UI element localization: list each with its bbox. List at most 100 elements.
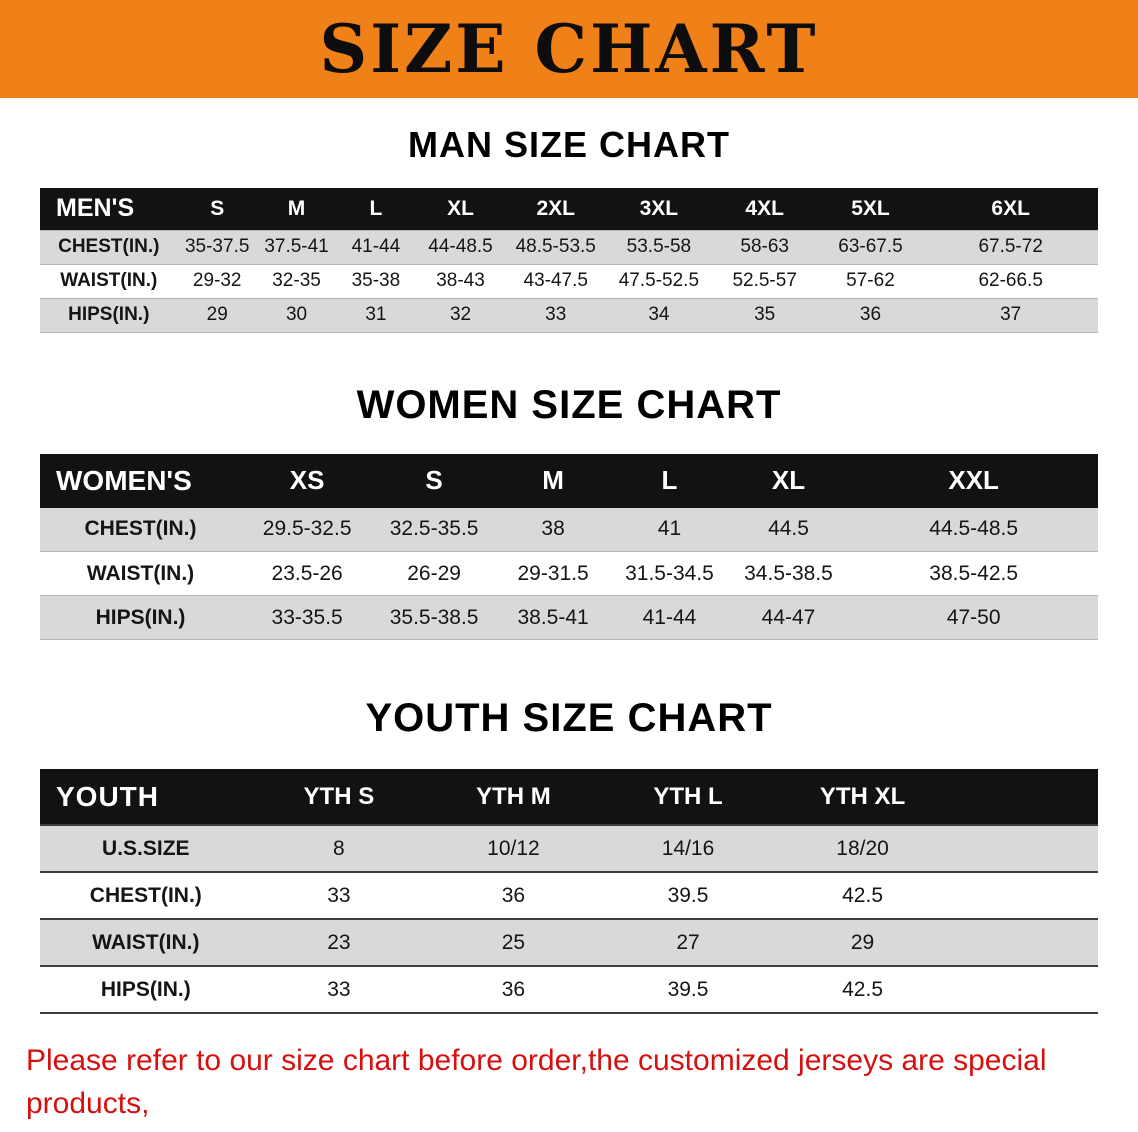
- men-header-size: 5XL: [817, 188, 924, 230]
- size-value-cell: 63-67.5: [838, 236, 903, 257]
- size-value-cell: 34.5-38.5: [744, 561, 833, 585]
- row-label: HIPS(IN.): [95, 605, 186, 629]
- size-value-cell: 34: [648, 304, 670, 325]
- size-value-cell: 44.5-48.5: [929, 517, 1019, 541]
- youth-header-row: YOUTH YTH S YTH M YTH L YTH XL: [40, 769, 1098, 825]
- men-header-size: S: [177, 188, 257, 230]
- women-section-title: WOMEN SIZE CHART: [356, 382, 782, 427]
- table-row: WAIST(IN.) 29-32 32-35 35-38 38-43 43-47…: [40, 264, 1098, 298]
- table-row: HIPS(IN.) 33-35.5 35.5-38.5 38.5-41 41-4…: [40, 595, 1098, 640]
- size-value-cell: 29-32: [192, 270, 242, 291]
- women-section: WOMEN SIZE CHART WOMEN'S XS S M L XL XXL: [0, 383, 1138, 641]
- table-row: CHEST(IN.) 33 36 39.5 42.5: [40, 872, 1098, 919]
- size-value-cell: 38: [541, 517, 565, 541]
- row-label: CHEST(IN.): [84, 517, 197, 541]
- men-header-label: MEN'S: [40, 188, 178, 230]
- size-value-cell: 58-63: [740, 236, 789, 257]
- youth-section: YOUTH SIZE CHART YOUTH YTH S YTH M YTH L…: [0, 696, 1138, 1014]
- row-label: WAIST(IN.): [92, 930, 200, 954]
- row-label: HIPS(IN.): [68, 304, 150, 325]
- men-header-size: 4XL: [711, 188, 818, 230]
- women-header-size: XXL: [849, 453, 1098, 508]
- size-value-cell: 42.5: [842, 883, 883, 907]
- size-value-cell: 36: [859, 304, 882, 325]
- size-value-cell: 29.5-32.5: [262, 517, 352, 541]
- size-value-cell: 38.5-41: [517, 605, 589, 629]
- size-value-cell: 23.5-26: [271, 561, 343, 585]
- size-value-cell: 29: [850, 930, 875, 954]
- women-header-size: XS: [241, 453, 374, 508]
- size-value-cell: 10/12: [487, 836, 540, 860]
- table-row: U.S.SIZE 8 10/12 14/16 18/20: [40, 825, 1098, 872]
- size-value-cell: 29: [206, 304, 228, 325]
- size-value-cell: 33: [327, 883, 351, 907]
- size-value-cell: 47-50: [946, 605, 1001, 629]
- men-header-size: 6XL: [923, 188, 1098, 230]
- size-value-cell: 25: [501, 930, 526, 954]
- women-header-row: WOMEN'S XS S M L XL XXL: [40, 453, 1098, 508]
- men-header-size: 2XL: [505, 188, 606, 230]
- women-size-table: WOMEN'S XS S M L XL XXL CHEST(IN.) 29.5-…: [40, 453, 1098, 641]
- size-value-cell: 31.5-34.5: [625, 561, 714, 585]
- size-value-cell: 35-38: [351, 270, 401, 291]
- spacer-cell: [950, 966, 1098, 1013]
- men-header-row: MEN'S S M L XL 2XL 3XL 4XL 5XL 6XL: [40, 188, 1098, 230]
- size-value-cell: 29-31.5: [517, 561, 589, 585]
- size-value-cell: 36: [501, 977, 526, 1001]
- spacer-cell: [949, 769, 1098, 825]
- men-header-size: M: [256, 188, 337, 230]
- men-size-table: MEN'S S M L XL 2XL 3XL 4XL 5XL 6XL CHEST…: [40, 188, 1098, 333]
- size-value-cell: 37: [1000, 304, 1022, 325]
- size-value-cell: 41-44: [351, 236, 401, 257]
- table-row: WAIST(IN.) 23 25 27 29: [40, 919, 1098, 966]
- women-header-size: M: [494, 453, 612, 508]
- size-value-cell: 41-44: [642, 605, 697, 629]
- size-value-cell: 8: [333, 836, 345, 860]
- size-value-cell: 33: [327, 977, 351, 1001]
- women-header-size: XL: [727, 453, 850, 508]
- notice-line: Please refer to our size chart before or…: [26, 1044, 1047, 1120]
- size-value-cell: 35.5-38.5: [389, 605, 479, 629]
- size-value-cell: 36: [501, 883, 526, 907]
- size-value-cell: 26-29: [407, 561, 461, 585]
- youth-header-size: YTH XL: [775, 769, 950, 825]
- table-row: HIPS(IN.) 29 30 31 32 33 34 35 36 37: [40, 298, 1098, 332]
- row-label: CHEST(IN.): [58, 236, 160, 257]
- footer-notice: Please refer to our size chart before or…: [0, 1040, 1138, 1132]
- spacer-cell: [950, 825, 1098, 872]
- youth-size-table: YOUTH YTH S YTH M YTH L YTH XL U.S.SIZE …: [40, 769, 1098, 1014]
- size-value-cell: 44-48.5: [428, 236, 493, 257]
- women-header-label: WOMEN'S: [40, 453, 242, 508]
- women-header-size: S: [373, 453, 495, 508]
- men-header-size: XL: [415, 188, 506, 230]
- page-title: SIZE CHART: [319, 10, 819, 88]
- size-value-cell: 31: [365, 304, 387, 325]
- row-label: HIPS(IN.): [100, 977, 191, 1001]
- size-value-cell: 32: [449, 304, 472, 325]
- size-value-cell: 43-47.5: [523, 270, 588, 291]
- table-row: WAIST(IN.) 23.5-26 26-29 29-31.5 31.5-34…: [40, 551, 1098, 596]
- size-value-cell: 32-35: [272, 270, 321, 291]
- size-value-cell: 48.5-53.5: [515, 236, 596, 257]
- row-label: CHEST(IN.): [89, 883, 202, 907]
- size-value-cell: 33: [545, 304, 567, 325]
- youth-header-label: YOUTH: [40, 769, 252, 825]
- men-header-size: L: [336, 188, 416, 230]
- youth-header-size: YTH M: [426, 769, 601, 825]
- size-value-cell: 44.5: [768, 517, 809, 541]
- size-value-cell: 62-66.5: [978, 270, 1043, 291]
- size-value-cell: 41: [657, 517, 682, 541]
- size-value-cell: 52.5-57: [732, 270, 797, 291]
- size-value-cell: 39.5: [667, 977, 709, 1001]
- size-value-cell: 47.5-52.5: [618, 270, 700, 291]
- size-value-cell: 18/20: [836, 836, 889, 860]
- spacer-cell: [950, 919, 1098, 966]
- size-value-cell: 53.5-58: [626, 236, 692, 257]
- banner: SIZE CHART: [0, 0, 1138, 98]
- row-label: U.S.SIZE: [102, 836, 190, 860]
- table-row: CHEST(IN.) 29.5-32.5 32.5-35.5 38 41 44.…: [40, 507, 1098, 552]
- women-header-size: L: [611, 453, 728, 508]
- size-value-cell: 67.5-72: [978, 236, 1043, 257]
- table-row: HIPS(IN.) 33 36 39.5 42.5: [40, 966, 1098, 1013]
